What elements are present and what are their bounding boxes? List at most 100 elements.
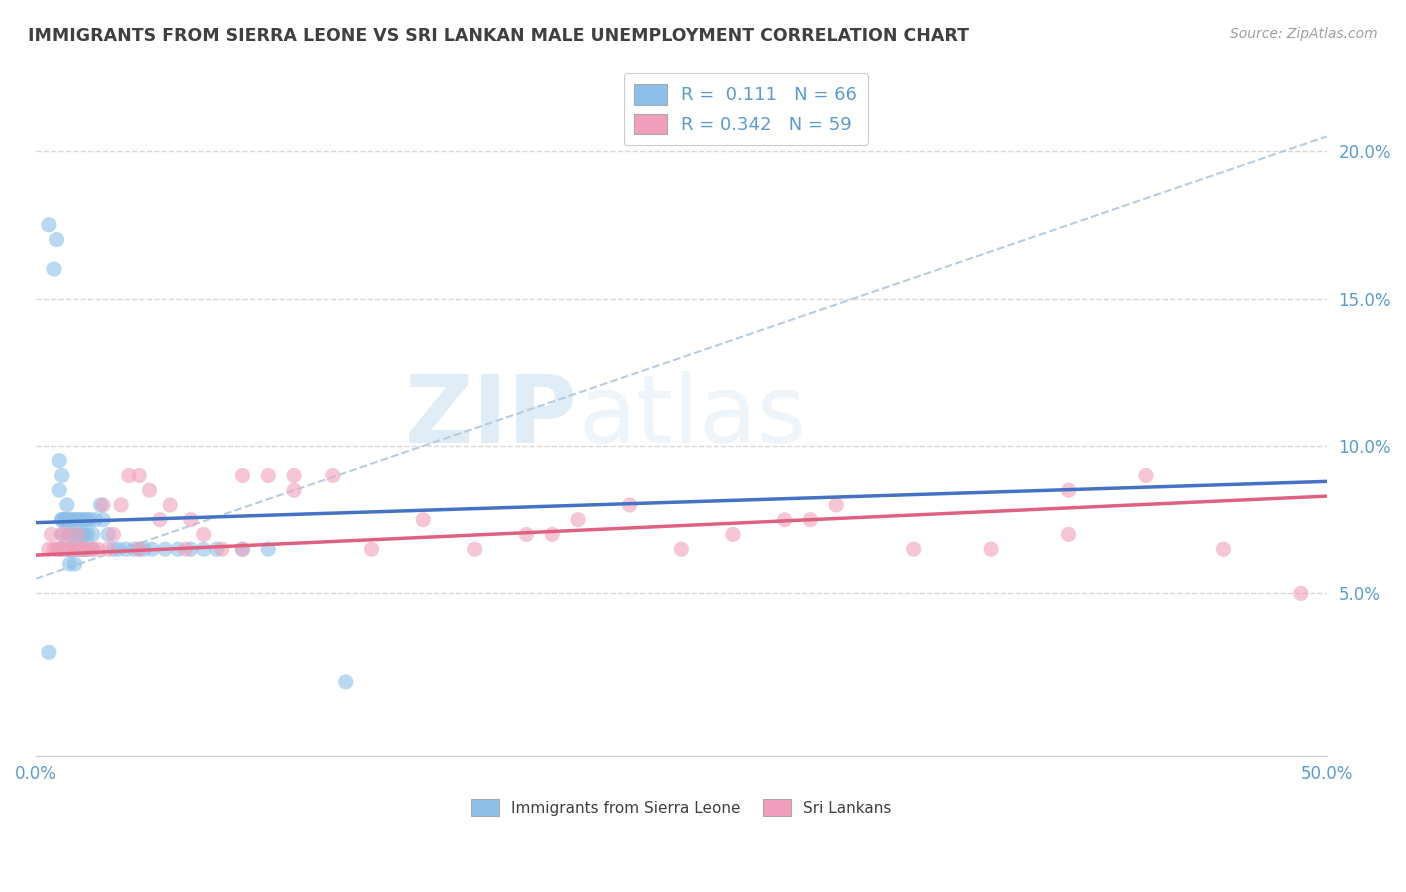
Point: [48, 542, 70, 557]
Point: [51, 527, 73, 541]
Text: atlas: atlas: [578, 370, 806, 463]
Point: [63, 527, 86, 541]
Point: [73, 542, 96, 557]
Point: [89, 498, 111, 512]
Point: [51, 542, 73, 557]
Legend: Immigrants from Sierra Leone, Sri Lankans: Immigrants from Sierra Leone, Sri Lankan…: [465, 793, 897, 822]
Point: [91, 498, 114, 512]
Point: [87, 542, 110, 557]
Point: [149, 513, 172, 527]
Point: [69, 527, 91, 541]
Point: [205, 542, 228, 557]
Point: [72, 542, 94, 557]
Point: [51, 542, 73, 557]
Point: [38, 645, 60, 659]
Point: [45, 233, 67, 247]
Point: [73, 542, 96, 557]
Point: [63, 542, 86, 557]
Point: [76, 513, 98, 527]
Point: [903, 542, 925, 557]
Point: [515, 527, 537, 541]
Point: [464, 542, 486, 557]
Point: [38, 542, 60, 557]
Point: [79, 513, 101, 527]
Point: [56, 527, 79, 541]
Point: [82, 542, 104, 557]
Point: [60, 542, 83, 557]
Point: [1289, 586, 1312, 600]
Text: ZIP: ZIP: [405, 370, 578, 463]
Point: [82, 542, 104, 557]
Point: [69, 542, 91, 557]
Point: [193, 542, 215, 557]
Point: [825, 498, 848, 512]
Point: [60, 513, 83, 527]
Point: [58, 542, 80, 557]
Point: [38, 218, 60, 232]
Point: [541, 527, 564, 541]
Point: [72, 513, 94, 527]
Point: [231, 468, 253, 483]
Point: [53, 513, 76, 527]
Point: [110, 498, 132, 512]
Point: [118, 468, 141, 483]
Point: [84, 513, 107, 527]
Point: [66, 542, 89, 557]
Point: [60, 527, 83, 541]
Point: [76, 542, 98, 557]
Point: [773, 513, 796, 527]
Point: [283, 468, 305, 483]
Point: [257, 542, 280, 557]
Point: [63, 542, 86, 557]
Text: Source: ZipAtlas.com: Source: ZipAtlas.com: [1230, 27, 1378, 41]
Point: [63, 542, 86, 557]
Text: IMMIGRANTS FROM SIERRA LEONE VS SRI LANKAN MALE UNEMPLOYMENT CORRELATION CHART: IMMIGRANTS FROM SIERRA LEONE VS SRI LANK…: [28, 27, 969, 45]
Point: [799, 513, 821, 527]
Point: [335, 674, 357, 689]
Point: [58, 527, 80, 541]
Point: [619, 498, 641, 512]
Point: [72, 542, 94, 557]
Point: [721, 527, 744, 541]
Point: [73, 527, 96, 541]
Point: [58, 557, 80, 571]
Point: [91, 513, 114, 527]
Point: [72, 527, 94, 541]
Point: [97, 527, 120, 541]
Point: [138, 483, 160, 498]
Point: [174, 542, 197, 557]
Point: [134, 542, 156, 557]
Point: [322, 468, 344, 483]
Point: [97, 542, 120, 557]
Point: [1212, 542, 1234, 557]
Point: [42, 262, 65, 277]
Point: [128, 542, 150, 557]
Point: [167, 542, 190, 557]
Point: [45, 542, 67, 557]
Point: [567, 513, 589, 527]
Point: [69, 542, 91, 557]
Point: [63, 513, 86, 527]
Point: [180, 542, 202, 557]
Point: [412, 513, 434, 527]
Point: [180, 513, 202, 527]
Point: [122, 542, 145, 557]
Point: [48, 454, 70, 468]
Point: [1057, 527, 1080, 541]
Point: [58, 513, 80, 527]
Point: [159, 498, 181, 512]
Point: [103, 527, 125, 541]
Point: [73, 513, 96, 527]
Point: [58, 542, 80, 557]
Point: [56, 513, 79, 527]
Point: [76, 542, 98, 557]
Point: [51, 468, 73, 483]
Point: [980, 542, 1002, 557]
Point: [360, 542, 382, 557]
Point: [128, 542, 150, 557]
Point: [231, 542, 253, 557]
Point: [231, 542, 253, 557]
Point: [211, 542, 233, 557]
Point: [51, 513, 73, 527]
Point: [107, 542, 129, 557]
